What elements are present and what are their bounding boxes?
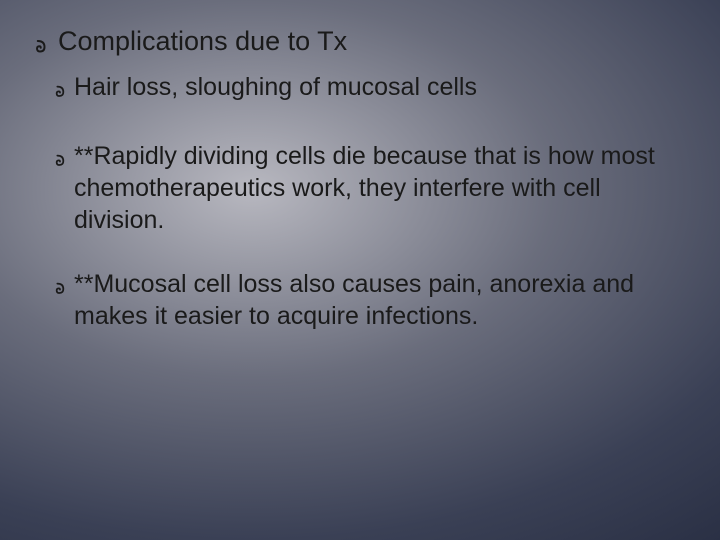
curl-bullet-icon bbox=[54, 76, 70, 108]
sub-bullet-item: **Mucosal cell loss also causes pain, an… bbox=[54, 268, 686, 332]
curl-bullet-icon bbox=[34, 32, 52, 63]
sub-bullet-item: **Rapidly dividing cells die because tha… bbox=[54, 140, 686, 236]
sub-bullet-text: **Rapidly dividing cells die because tha… bbox=[74, 140, 686, 236]
slide-title: Complications due to Tx bbox=[58, 26, 686, 57]
main-bullet: Complications due to Tx bbox=[34, 26, 686, 63]
sub-bullet-item: Hair loss, sloughing of mucosal cells bbox=[54, 71, 686, 108]
curl-bullet-icon bbox=[54, 273, 70, 305]
sub-bullet-text: **Mucosal cell loss also causes pain, an… bbox=[74, 268, 686, 332]
sub-bullet-list: Hair loss, sloughing of mucosal cells **… bbox=[34, 71, 686, 332]
curl-bullet-icon bbox=[54, 145, 70, 177]
sub-bullet-text: Hair loss, sloughing of mucosal cells bbox=[74, 71, 686, 103]
